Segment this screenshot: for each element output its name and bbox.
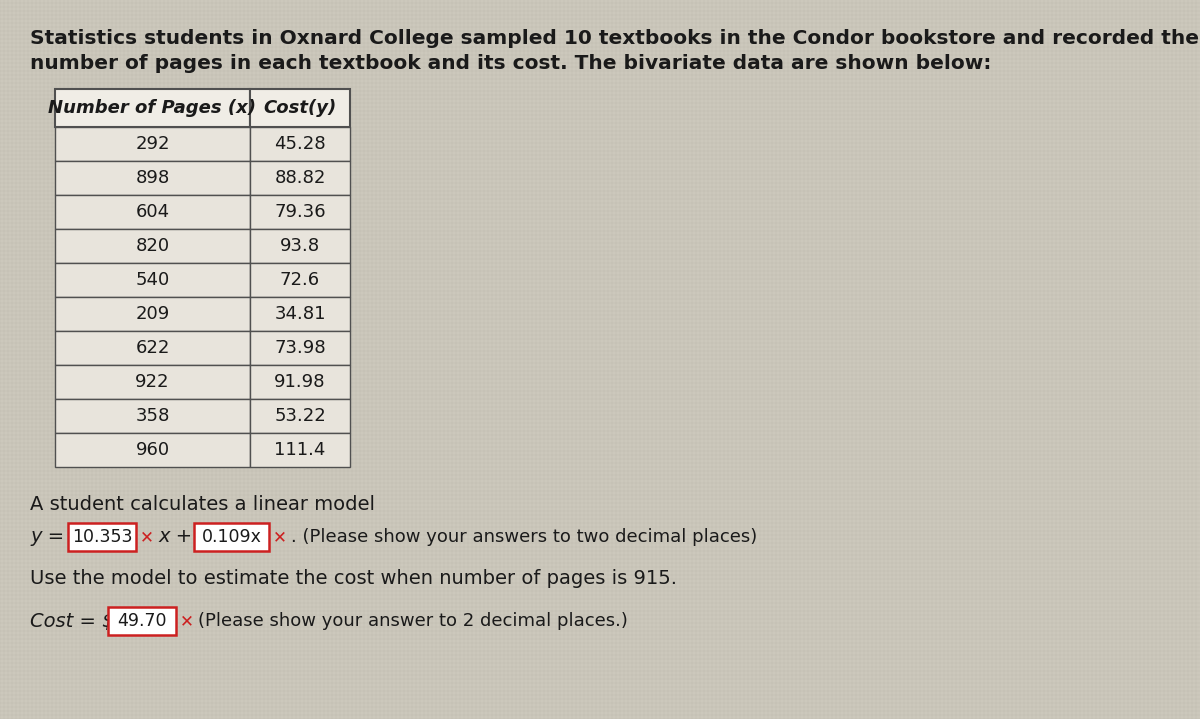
Text: 79.36: 79.36 (274, 203, 326, 221)
Bar (250, 297, 350, 331)
Text: 10.353: 10.353 (72, 528, 132, 546)
Text: 73.98: 73.98 (274, 339, 326, 357)
Text: 111.4: 111.4 (275, 441, 325, 459)
Text: . (Please show your answers to two decimal places): . (Please show your answers to two decim… (292, 528, 757, 546)
Text: 34.81: 34.81 (275, 305, 325, 323)
Text: Use the model to estimate the cost when number of pages is 915.: Use the model to estimate the cost when … (30, 569, 677, 588)
Text: ✕: ✕ (274, 528, 287, 546)
Bar (250, 127, 350, 161)
Bar (55, 229, 250, 263)
Text: 72.6: 72.6 (280, 271, 320, 289)
Text: Cost = $: Cost = $ (30, 611, 114, 631)
Text: Statistics students in Oxnard College sampled 10 textbooks in the Condor booksto: Statistics students in Oxnard College sa… (30, 29, 1199, 48)
Text: 622: 622 (136, 339, 169, 357)
Text: y =: y = (30, 528, 64, 546)
Bar (55, 433, 250, 467)
Text: 540: 540 (136, 271, 169, 289)
Text: ✕: ✕ (140, 528, 154, 546)
Bar (68, 523, 136, 551)
Text: Cost(y): Cost(y) (263, 99, 337, 117)
Text: 0.109x: 0.109x (202, 528, 262, 546)
Text: Number of Pages (x): Number of Pages (x) (48, 99, 257, 117)
Text: 53.22: 53.22 (274, 407, 326, 425)
Text: (Please show your answer to 2 decimal places.): (Please show your answer to 2 decimal pl… (198, 612, 628, 630)
Bar (55, 89, 250, 127)
Bar (108, 607, 176, 635)
Bar (194, 523, 269, 551)
Bar (55, 297, 250, 331)
Text: ✕: ✕ (180, 612, 194, 630)
Text: 292: 292 (136, 135, 169, 153)
Bar (55, 263, 250, 297)
Text: x +: x + (158, 528, 192, 546)
Bar (55, 195, 250, 229)
Bar (250, 229, 350, 263)
Text: 604: 604 (136, 203, 169, 221)
Bar (250, 89, 350, 127)
Text: 91.98: 91.98 (275, 373, 325, 391)
Bar (55, 331, 250, 365)
Text: 922: 922 (136, 373, 169, 391)
Text: 820: 820 (136, 237, 169, 255)
Text: 88.82: 88.82 (275, 169, 325, 187)
Bar (55, 399, 250, 433)
Bar (55, 127, 250, 161)
Text: number of pages in each textbook and its cost. The bivariate data are shown belo: number of pages in each textbook and its… (30, 54, 991, 73)
Bar (250, 433, 350, 467)
Text: 93.8: 93.8 (280, 237, 320, 255)
Text: 898: 898 (136, 169, 169, 187)
Text: 209: 209 (136, 305, 169, 323)
Bar (250, 195, 350, 229)
Text: 358: 358 (136, 407, 169, 425)
Text: 960: 960 (136, 441, 169, 459)
Text: 49.70: 49.70 (118, 612, 167, 630)
Bar (250, 399, 350, 433)
Bar (250, 365, 350, 399)
Bar (250, 263, 350, 297)
Bar (250, 161, 350, 195)
Text: A student calculates a linear model: A student calculates a linear model (30, 495, 374, 514)
Text: 45.28: 45.28 (274, 135, 326, 153)
Bar (250, 331, 350, 365)
Bar (55, 365, 250, 399)
Bar (55, 161, 250, 195)
